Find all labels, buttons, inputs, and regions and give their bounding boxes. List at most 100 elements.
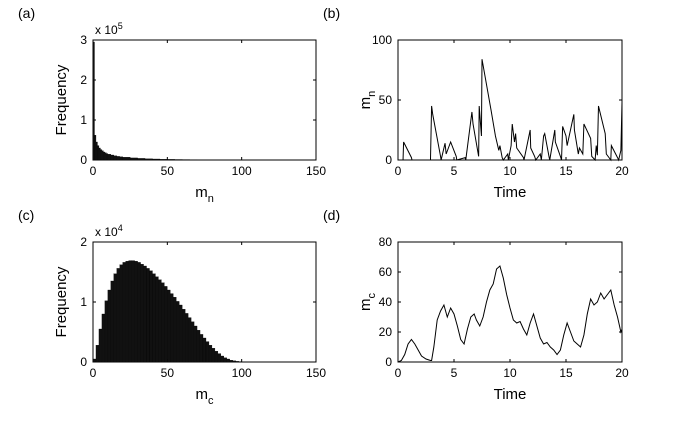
panel-label: (a) [18,5,35,21]
histogram-bar [205,341,210,363]
x-axis-label-subscript: n [208,193,214,205]
histogram-bar [98,147,101,161]
panel-label: (c) [18,207,34,223]
panel-1: 0 50 100 150 0 1 2 3 (a) x 105 mn Frequency [18,5,326,205]
x-tick-label: 10 [503,366,517,380]
histogram-bar [137,158,146,161]
x-tick-label: 5 [451,164,458,178]
histogram-bar [232,360,236,363]
x-axis-label-subscript: c [208,395,214,407]
x-tick-label: 0 [395,366,402,380]
x-tick-label: 150 [306,366,326,380]
series-line [398,59,623,162]
histogram-bar [95,141,98,161]
x-tick-label: 20 [615,366,629,380]
histogram-bar [187,317,192,363]
x-axis-label-main: Time [494,386,527,403]
histogram-bar [164,286,168,363]
x-axis-label-main: m [196,386,209,403]
histogram-bar [110,154,114,161]
histogram-bar [128,260,132,363]
x-axis-label: Time [494,386,527,403]
panel-4: 0 5 10 15 20 0 20 40 60 80 (d) Time mc [323,207,629,403]
histogram-bar [167,289,171,363]
y-axis-label: mn [357,91,378,110]
histogram-bar [202,337,207,363]
x-axis-label-main: m [195,184,208,201]
histogram-bar [220,355,224,363]
x-tick-label: 15 [559,164,573,178]
y-tick-label: 80 [379,235,393,249]
histogram-bar [101,150,104,161]
y-tick-label: 0 [385,355,392,369]
histogram-bar [131,260,135,363]
histogram-bar [185,313,189,363]
y-tick-label: 0 [80,153,87,167]
histogram-bar [152,158,161,161]
histogram-bar [140,264,144,363]
histogram-bar [193,325,198,363]
x-tick-label: 5 [451,366,458,380]
histogram-bar [134,261,138,363]
axis-multiplier: x 104 [95,223,123,239]
x-tick-label: 15 [559,366,573,380]
x-tick-label: 100 [232,366,252,380]
histogram-bar [107,289,111,363]
histogram-bar [182,309,186,363]
histogram-bar [235,361,239,363]
histogram-bar [101,313,106,363]
histogram-bar [176,301,180,363]
x-tick-label: 0 [395,164,402,178]
y-tick-label: 0 [80,355,87,369]
histogram-bar [159,159,168,161]
x-tick-label: 150 [306,164,326,178]
x-tick-label: 100 [232,164,252,178]
y-tick-label: 2 [80,73,87,87]
histogram-bar [103,151,106,161]
histogram-bar [92,41,95,161]
histogram-bar [97,145,100,161]
histogram-bar [137,262,141,363]
histogram-bar [122,157,131,161]
histogram-bar [214,351,219,363]
histogram-bar [229,360,233,363]
multiplier-exponent: 4 [118,223,123,233]
x-tick-label: 50 [161,164,175,178]
multiplier-base: x 10 [95,23,118,37]
multiplier-exponent: 5 [118,21,123,31]
histogram-bar [179,304,183,363]
x-axis-label: Time [494,184,527,201]
y-axis-label: Frequency [53,266,70,337]
y-axis-label-subscript: c [366,293,378,299]
y-axis-label-main: Frequency [53,266,70,337]
y-axis-label-main: m [357,299,374,312]
x-tick-label: 0 [90,366,97,380]
y-axis-label-main: m [357,97,374,110]
y-tick-label: 50 [379,93,393,107]
y-tick-label: 1 [80,295,87,309]
histogram-bar [119,264,123,363]
axes-frame [397,241,623,363]
x-tick-label: 0 [90,164,97,178]
histogram-bar [155,276,159,363]
series-line [397,265,623,363]
y-axis-label: mc [357,293,378,312]
histogram-bar [113,155,117,161]
histogram-bar [98,328,103,363]
y-axis-label: Frequency [53,64,70,135]
histogram-bar [174,159,183,161]
x-tick-label: 10 [503,164,517,178]
histogram-bar [144,158,153,161]
histogram-bar [104,152,107,161]
histogram-bar [104,300,109,363]
y-tick-label: 60 [379,265,393,279]
histogram-bar [130,157,138,161]
x-axis-label: mn [195,184,214,205]
y-tick-label: 100 [372,33,392,47]
x-tick-label: 50 [161,366,175,380]
histogram-bar [107,154,111,161]
histogram-bar [146,268,150,363]
multiplier-base: x 10 [95,225,118,239]
histogram-bar [110,280,114,363]
